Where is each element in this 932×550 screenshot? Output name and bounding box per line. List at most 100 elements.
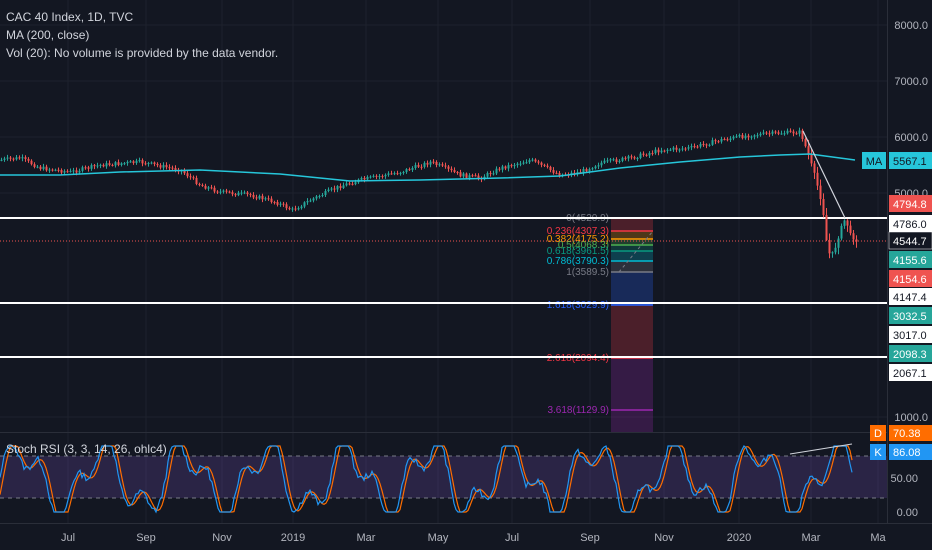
horizontal-lines[interactable] <box>0 217 887 358</box>
candle-body <box>666 149 669 151</box>
candle-body <box>705 144 708 146</box>
candle-body <box>309 200 312 202</box>
candle-body <box>444 165 447 167</box>
candle-body <box>645 154 648 156</box>
candle-body <box>708 144 711 146</box>
candle-body <box>768 133 771 135</box>
price-badge <box>889 152 932 169</box>
candle-body <box>297 208 300 210</box>
candle-body <box>45 166 48 171</box>
candle-body <box>642 153 645 155</box>
candle-body <box>369 176 372 178</box>
candle-body <box>726 139 729 141</box>
candle-body <box>474 175 477 177</box>
candle-body <box>615 159 618 162</box>
candle-body <box>555 172 558 174</box>
time-label: Jul <box>505 532 519 544</box>
candle-body <box>798 130 801 134</box>
candle-body <box>831 252 834 254</box>
candle-body <box>96 165 99 167</box>
ma-line <box>0 153 856 182</box>
candle-body <box>759 133 762 136</box>
fib-level-label: 0.618(3961.5) <box>547 246 609 257</box>
ma-legend[interactable]: MA (200, close) <box>6 28 90 42</box>
stoch-legend[interactable]: Stoch RSI (3, 3, 14, 26, ohlc4) <box>6 442 167 456</box>
candle-body <box>384 174 387 177</box>
candle-body <box>303 202 306 207</box>
candle-body <box>534 159 537 162</box>
candle-body <box>330 188 333 190</box>
stoch-trend-line[interactable] <box>789 443 853 455</box>
candle-body <box>363 178 366 180</box>
candle-body <box>777 132 780 134</box>
stoch-badges: D 70.38 K 86.08 <box>870 425 932 460</box>
time-label: Ma <box>870 532 886 544</box>
stoch-tag-label: D <box>874 428 882 440</box>
volume-legend[interactable]: Vol (20): No volume is provided by the d… <box>6 46 279 60</box>
candle-body <box>492 173 495 175</box>
ma-tag-badge <box>862 152 886 169</box>
fib-zone <box>611 218 653 231</box>
candle-body <box>63 171 66 173</box>
candle-body <box>213 187 216 192</box>
time-axis-labels: Jul Sep Nov 2019 Mar May Jul Sep Nov 2020 Mar Ma <box>61 532 887 544</box>
candle-body <box>123 163 126 165</box>
candle-body <box>201 184 204 186</box>
candle-body <box>315 196 318 199</box>
candle-body <box>57 169 60 171</box>
candle-body <box>804 139 807 147</box>
candle-body <box>597 165 600 167</box>
candle-body <box>120 163 123 165</box>
candle-body <box>195 177 198 184</box>
candle-body <box>537 161 540 163</box>
candle-body <box>702 144 705 146</box>
candle-body <box>87 167 90 169</box>
price-badge <box>889 326 932 343</box>
time-label: 2020 <box>727 532 751 544</box>
candle-body <box>252 194 255 198</box>
price-badge-label: 4786.0 <box>893 219 927 231</box>
candle-body <box>345 183 348 186</box>
price-badge <box>889 307 932 324</box>
candle-body <box>603 160 606 163</box>
candle-body <box>636 158 639 160</box>
candle-body <box>360 178 363 180</box>
candle-body <box>411 167 414 170</box>
trend-line[interactable] <box>802 130 846 219</box>
candle-body <box>612 159 615 161</box>
fib-extension[interactable]: 0(4520.9)0.236(4307.3)0.382(4175.2)0.5(4… <box>547 213 654 432</box>
stoch-badge-label: 70.38 <box>893 428 921 440</box>
fib-zone <box>611 245 653 251</box>
candle-body <box>684 148 687 150</box>
candle-body <box>498 168 501 170</box>
candle-body <box>465 173 468 178</box>
candle-body <box>756 135 759 137</box>
candle-body <box>558 173 561 177</box>
candle-body <box>138 160 141 162</box>
candle-body <box>834 247 837 253</box>
candle-body <box>609 159 612 161</box>
candle-body <box>789 130 792 132</box>
candle-body <box>663 150 666 152</box>
stoch-axis-ticks: 50.00 0.00 <box>890 473 918 519</box>
candle-body <box>792 131 795 134</box>
fib-level-label: 1(3589.5) <box>566 267 609 278</box>
candle-body <box>408 169 411 171</box>
price-pane[interactable] <box>0 0 887 432</box>
candle-body <box>66 171 69 173</box>
candle-body <box>735 136 738 138</box>
candle-body <box>672 147 675 150</box>
price-badge-label: 2098.3 <box>893 349 927 361</box>
symbol-legend[interactable]: CAC 40 Index, 1D, TVC <box>6 10 134 24</box>
candle-body <box>510 165 513 167</box>
candle-body <box>414 165 417 168</box>
stoch-band <box>0 456 887 498</box>
candle-body <box>501 166 504 170</box>
price-badge-label: 4155.6 <box>893 255 927 267</box>
candle-body <box>108 163 111 165</box>
candle-body <box>216 191 219 193</box>
candle-body <box>225 190 228 192</box>
candle-body <box>426 162 429 165</box>
candle-body <box>591 168 594 170</box>
